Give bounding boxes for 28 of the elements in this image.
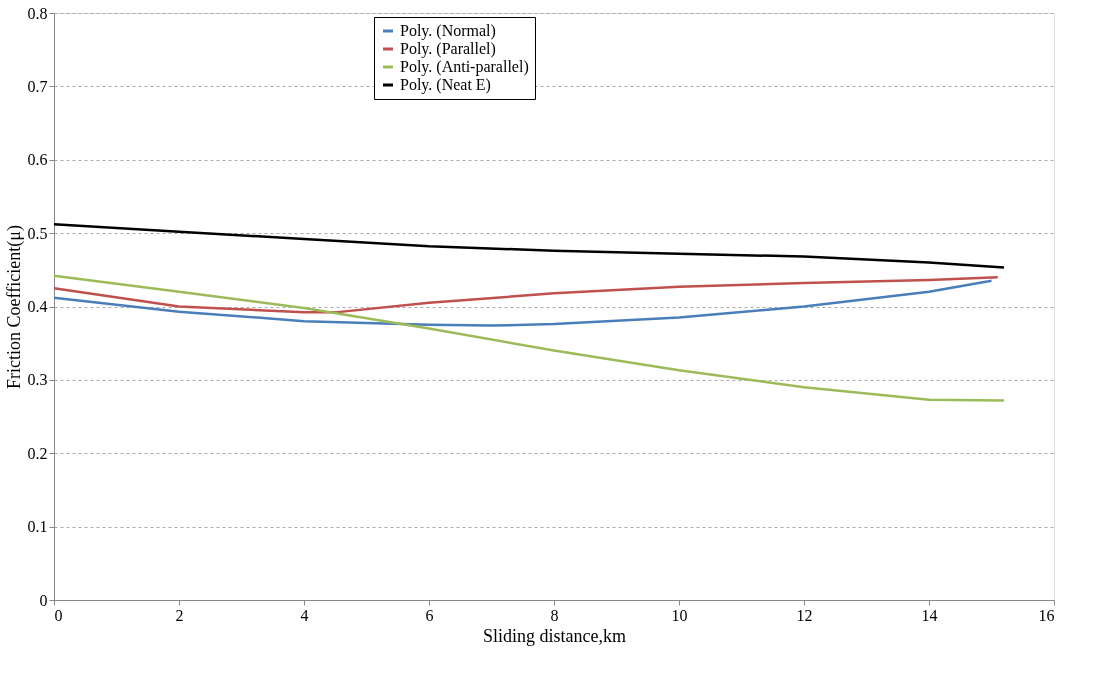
line-series [52, 279, 993, 327]
x-tick-label: 0 [54, 606, 63, 624]
legend-label: Poly. (Parallel) [400, 40, 496, 58]
x-tick-label: 16 [1038, 606, 1055, 624]
legend-label: Poly. (Anti-parallel) [400, 58, 529, 76]
x-tick-label: 14 [921, 606, 938, 624]
x-tick-label: 10 [671, 606, 688, 624]
y-axis-title: Friction Coefficient(μ) [3, 225, 25, 389]
y-tick-label: 0.5 [27, 224, 48, 242]
line-series [52, 274, 1006, 402]
y-tick-label: 0 [39, 591, 48, 609]
y-tick-label: 0.4 [27, 298, 48, 315]
legend-label: Poly. (Neat E) [400, 76, 491, 94]
y-tick-label: 0.2 [27, 444, 48, 462]
y-tick-label: 0.3 [27, 371, 48, 389]
y-tick-label: 0.6 [27, 151, 48, 169]
x-tick-label: 8 [550, 606, 559, 624]
x-axis-title: Sliding distance,km [483, 625, 626, 646]
y-tick-label: 0.1 [27, 518, 48, 536]
y-tick-label: 0.7 [27, 77, 48, 95]
legend-label: Poly. (Normal) [400, 22, 496, 40]
line-series [52, 223, 1006, 269]
x-tick-label: 4 [300, 606, 309, 624]
x-tick-label: 2 [175, 606, 184, 624]
y-tick-label: 0.8 [27, 4, 48, 22]
x-tick-label: 12 [796, 606, 813, 624]
line-series [52, 275, 999, 314]
x-tick-label: 6 [425, 606, 434, 624]
